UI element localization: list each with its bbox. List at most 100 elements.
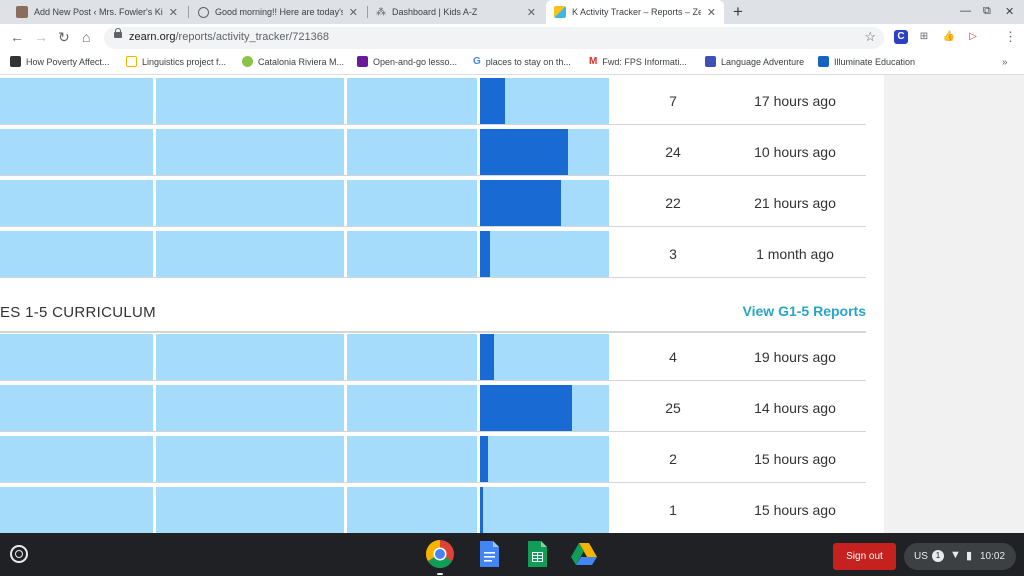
restore-icon[interactable]: ⧉ <box>983 5 991 17</box>
clock-time: 10:02 <box>980 551 1006 562</box>
new-tab-button[interactable]: + <box>733 2 743 21</box>
progress-cell <box>480 436 609 482</box>
bookmark-label: places to stay on th... <box>485 56 571 67</box>
count-value: 25 <box>665 400 681 416</box>
table-row[interactable]: 4 19 hours ago <box>0 331 866 381</box>
view-g1-5-reports-link[interactable]: View G1-5 Reports <box>742 303 866 319</box>
progress-cell <box>480 180 609 226</box>
kids-az-favicon-icon: ⁂ <box>376 6 386 18</box>
count-value: 24 <box>665 144 681 160</box>
table-row[interactable]: 1 15 hours ago <box>0 484 866 533</box>
status-tray[interactable]: US 1 ▼ ▮ 10:02 <box>904 543 1016 570</box>
count-value: 2 <box>669 451 677 467</box>
active-app-indicator <box>437 573 443 575</box>
close-icon[interactable]: ✕ <box>348 6 358 19</box>
minimize-icon[interactable]: — <box>960 5 971 17</box>
bookmark-label: Open-and-go lesso... <box>373 56 458 67</box>
class-cell <box>347 334 477 380</box>
class-cell <box>347 487 477 533</box>
open-and-go-favicon-icon <box>357 56 368 67</box>
close-window-icon[interactable]: ✕ <box>1005 6 1015 18</box>
section-divider <box>0 331 866 333</box>
thumbs-up-extension-icon[interactable]: 👍 <box>942 31 956 42</box>
bookmark-item[interactable]: Open-and-go lesso... <box>357 56 457 67</box>
count-value: 7 <box>669 93 677 109</box>
last-active-value: 15 hours ago <box>754 451 836 467</box>
bookmark-label: Fwd: FPS Informati... <box>602 56 687 67</box>
class-cell <box>347 385 477 431</box>
page-gutter <box>884 75 1024 533</box>
bookmark-item[interactable]: Catalonia Riviera M... <box>242 56 344 67</box>
google-docs-icon[interactable] <box>474 539 504 569</box>
tab-kids-a-z[interactable]: ⁂ Dashboard | Kids A-Z ✕ <box>368 0 544 24</box>
back-arrow-icon[interactable]: ← <box>10 29 24 45</box>
tab-title: Dashboard | Kids A-Z <box>392 7 478 17</box>
last-active-value: 10 hours ago <box>754 144 836 160</box>
grid-extension-icon[interactable]: ⊞ <box>919 31 929 42</box>
address-bar[interactable]: zearn.org/reports/activity_tracker/72136… <box>104 27 884 49</box>
c-extension-icon[interactable]: C <box>894 30 908 44</box>
reload-icon[interactable]: ↻ <box>58 29 70 45</box>
student-email-cell <box>156 129 344 175</box>
catalonia-favicon-icon <box>242 56 253 67</box>
bookmark-item[interactable]: Linguistics project f... <box>126 56 226 67</box>
forward-arrow-icon[interactable]: → <box>34 29 48 45</box>
chrome-icon[interactable] <box>425 539 455 569</box>
bookmark-star-icon[interactable]: ☆ <box>864 29 876 44</box>
count-value: 1 <box>669 502 677 518</box>
bookmark-item[interactable]: How Poverty Affect... <box>10 56 109 67</box>
progress-cell <box>480 334 609 380</box>
progress-bar <box>480 78 505 124</box>
student-name-cell <box>0 78 153 124</box>
url-text[interactable]: zearn.org/reports/activity_tracker/72136… <box>129 31 329 43</box>
last-active-value: 17 hours ago <box>754 93 836 109</box>
google-drive-icon[interactable] <box>569 539 599 569</box>
table-row[interactable]: 3 1 month ago <box>0 228 866 278</box>
student-email-cell <box>156 231 344 277</box>
last-active-value: 14 hours ago <box>754 400 836 416</box>
table-row[interactable]: 24 10 hours ago <box>0 126 866 176</box>
bookmark-label: Catalonia Riviera M... <box>258 56 345 67</box>
student-email-cell <box>156 78 344 124</box>
close-icon[interactable]: ✕ <box>168 6 178 19</box>
student-email-cell <box>156 385 344 431</box>
tab-good-morning[interactable]: Good morning!! Here are today's ✕ <box>190 0 366 24</box>
tab-title: Good morning!! Here are today's <box>215 7 343 17</box>
class-cell <box>347 78 477 124</box>
tab-add-new-post[interactable]: Add New Post ‹ Mrs. Fowler's Ki ✕ <box>8 0 186 24</box>
bookmark-label: Illuminate Education <box>834 56 916 67</box>
progress-bar <box>480 385 572 431</box>
bookmark-item[interactable]: M Fwd: FPS Informati... <box>589 56 687 67</box>
table-row[interactable]: 2 15 hours ago <box>0 433 866 483</box>
chromeos-shelf: Sign out US 1 ▼ ▮ 10:02 <box>0 533 1024 576</box>
progress-bar <box>480 180 562 226</box>
bookmark-item[interactable]: Language Adventure <box>705 56 804 67</box>
progress-cell <box>480 129 609 175</box>
launcher-icon[interactable] <box>10 545 28 563</box>
sign-out-button[interactable]: Sign out <box>833 543 896 570</box>
tab-activity-tracker[interactable]: K Activity Tracker – Reports – Ze ✕ <box>546 0 724 24</box>
last-active-value: 1 month ago <box>756 246 834 262</box>
menu-kebab-icon[interactable]: ⋮ <box>1004 29 1017 44</box>
table-row[interactable]: 7 17 hours ago <box>0 75 866 125</box>
student-email-cell <box>156 334 344 380</box>
home-icon[interactable]: ⌂ <box>82 29 91 45</box>
bookmark-item[interactable]: Illuminate Education <box>818 56 915 67</box>
progress-cell <box>480 78 609 124</box>
table-row[interactable]: 25 14 hours ago <box>0 382 866 432</box>
url-host: zearn.org <box>129 31 176 43</box>
bookmark-label: Language Adventure <box>721 56 805 67</box>
class-cell <box>347 129 477 175</box>
student-name-cell <box>0 385 153 431</box>
last-active-value: 21 hours ago <box>754 195 836 211</box>
close-icon[interactable]: ✕ <box>706 6 716 19</box>
class-cell <box>347 231 477 277</box>
screencast-extension-icon[interactable]: ▷ <box>969 31 977 42</box>
google-sheets-icon[interactable] <box>522 539 552 569</box>
close-icon[interactable]: ✕ <box>526 6 536 19</box>
count-value: 4 <box>669 349 677 365</box>
more-bookmarks-icon[interactable]: » <box>1002 57 1008 68</box>
table-row[interactable]: 22 21 hours ago <box>0 177 866 227</box>
student-email-cell <box>156 487 344 533</box>
